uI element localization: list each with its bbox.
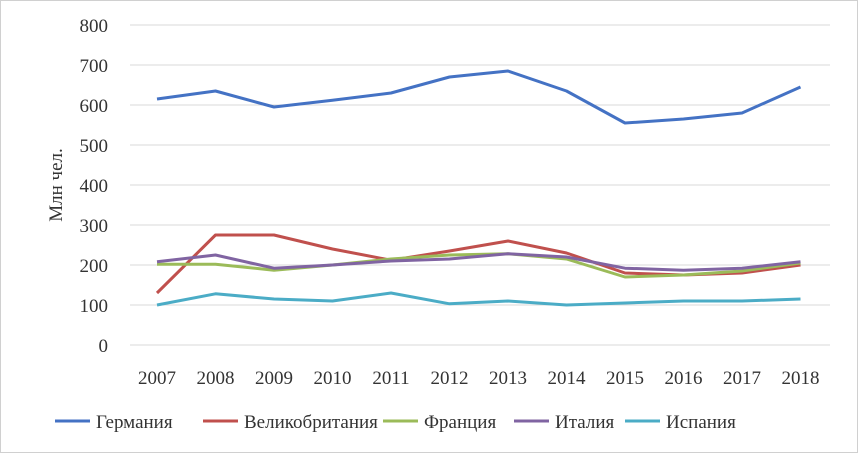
series-line-Испания xyxy=(156,291,801,307)
legend-label: Италия xyxy=(555,412,615,433)
x-tick-label: 2009 xyxy=(255,368,293,389)
x-tick-label: 2007 xyxy=(138,368,176,389)
x-tick-label: 2016 xyxy=(665,368,703,389)
series-line-Италия xyxy=(156,252,801,272)
x-tick-label: 2018 xyxy=(782,368,820,389)
y-tick-label: 0 xyxy=(99,336,109,357)
legend-label: Великобритания xyxy=(244,412,378,433)
x-tick-label: 2014 xyxy=(548,368,587,389)
series-line-Франция xyxy=(157,252,801,279)
x-tick-label: 2015 xyxy=(606,368,644,389)
y-tick-label: 100 xyxy=(80,296,109,317)
series-line-Германия xyxy=(156,69,802,125)
x-tick-label: 2008 xyxy=(197,368,235,389)
legend-label: Франция xyxy=(424,412,496,433)
y-tick-label: 600 xyxy=(80,96,109,117)
legend-label: Германия xyxy=(96,412,173,433)
x-tick-label: 2012 xyxy=(431,368,469,389)
y-tick-label: 200 xyxy=(80,256,109,277)
y-tick-label: 800 xyxy=(80,16,109,37)
y-tick-label: 300 xyxy=(80,216,109,237)
y-axis-label: Млн чел. xyxy=(46,148,67,222)
x-tick-label: 2011 xyxy=(372,368,409,389)
y-tick-label: 500 xyxy=(80,136,109,157)
x-tick-label: 2010 xyxy=(314,368,352,389)
y-tick-label: 700 xyxy=(80,56,109,77)
x-tick-label: 2017 xyxy=(723,368,761,389)
legend-label: Испания xyxy=(666,412,736,433)
y-tick-label: 400 xyxy=(80,176,109,197)
x-tick-label: 2013 xyxy=(489,368,527,389)
